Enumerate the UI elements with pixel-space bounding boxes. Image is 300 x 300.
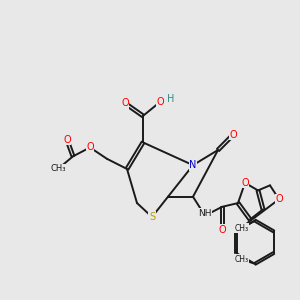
Text: O: O xyxy=(275,194,283,204)
Text: H: H xyxy=(167,94,174,104)
Text: O: O xyxy=(241,178,249,188)
Text: CH₃: CH₃ xyxy=(234,224,249,232)
Text: O: O xyxy=(229,130,237,140)
Text: CH₃: CH₃ xyxy=(50,164,66,173)
Text: O: O xyxy=(156,97,164,107)
Text: S: S xyxy=(149,212,155,222)
Text: O: O xyxy=(63,135,71,145)
Text: NH: NH xyxy=(198,209,212,218)
Text: O: O xyxy=(218,225,226,235)
Text: CH₃: CH₃ xyxy=(234,255,249,264)
Text: O: O xyxy=(86,142,94,152)
Text: N: N xyxy=(189,160,197,170)
Text: O: O xyxy=(121,98,129,108)
